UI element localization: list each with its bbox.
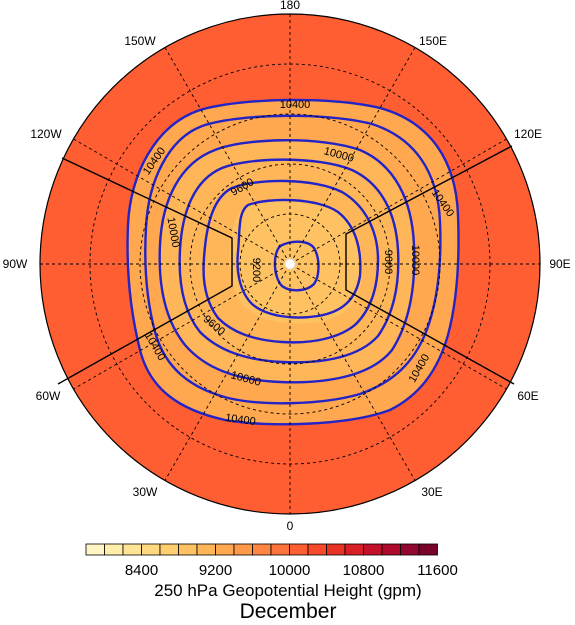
colorbar-swatch	[252, 543, 272, 556]
colorbar-swatch	[400, 543, 420, 556]
contour-label: 9600	[382, 250, 394, 274]
sector-boundary-west	[57, 157, 233, 385]
colorbar-swatch	[104, 543, 124, 556]
sector-boundaries	[57, 145, 515, 385]
lon-label-120w: 120W	[30, 127, 62, 141]
colorbar-swatch	[381, 543, 401, 556]
colorbar-swatch	[141, 543, 161, 556]
meridian-line	[164, 47, 416, 481]
map-outline	[39, 13, 541, 515]
colorbar-tick-label: 10800	[343, 562, 385, 579]
lon-label-150w: 150W	[124, 34, 156, 48]
figure-title: 250 hPa Geopotential Height (gpm)	[154, 581, 421, 600]
lon-label-60e: 60E	[517, 389, 538, 403]
colorbar-swatch	[270, 543, 290, 556]
colorbar-swatch	[122, 543, 142, 556]
colorbar-swatch	[344, 543, 364, 556]
colorbar-swatch	[307, 543, 327, 556]
colorbar-swatch	[233, 543, 253, 556]
contour-9200	[273, 240, 320, 292]
contour-lines	[126, 98, 460, 426]
contour-9800	[178, 158, 400, 364]
colorbar-swatch	[326, 543, 346, 556]
colorbar-swatch	[85, 543, 105, 556]
lon-label-150e: 150E	[419, 34, 447, 48]
contour-10400	[126, 98, 460, 426]
meridian-line	[73, 138, 507, 390]
colorbar-swatch	[289, 543, 309, 556]
lon-label-90w: 90W	[3, 257, 28, 271]
lon-label-0: 0	[287, 519, 294, 533]
latitude-circle	[139, 113, 441, 415]
contour-9600	[202, 179, 380, 344]
contour-10200	[144, 114, 442, 405]
meridians	[40, 14, 540, 514]
colorbar-swatch	[418, 543, 438, 556]
colorbar-tick-label: 10000	[269, 562, 311, 579]
contour-label: 10400	[224, 412, 256, 428]
sector-boundary-east	[345, 145, 515, 385]
fill-region-center	[229, 199, 363, 324]
meridian-line	[73, 138, 507, 390]
contour-label: 9200	[250, 258, 262, 282]
colorbar-tick-label: 9200	[199, 562, 232, 579]
figure-subtitle: December	[240, 600, 337, 623]
colorbar-tick-labels: 8400 9200 10000 10800 11600	[125, 562, 458, 579]
lon-label-180: 180	[280, 0, 300, 12]
colorbar-swatch	[196, 543, 216, 556]
lon-label-60w: 60W	[36, 389, 61, 403]
meridian-line	[164, 47, 416, 481]
contour-label: 10000	[409, 245, 421, 276]
colorbar-tick-label: 11600	[417, 562, 458, 579]
lon-label-30w: 30W	[133, 485, 158, 499]
colorbar-swatch	[159, 543, 179, 556]
contour-label: 10000	[164, 216, 181, 248]
lon-label-30e: 30E	[421, 485, 442, 499]
colorbar-swatch	[178, 543, 198, 556]
colorbar-swatch	[215, 543, 235, 556]
contour-label: 10400	[280, 99, 311, 111]
contour-10000	[158, 139, 416, 384]
longitude-labels: 180 150W 150E 120W 120E 90W 90E 60W 60E …	[3, 0, 571, 533]
lon-label-120e: 120E	[514, 127, 542, 141]
contour-9400	[236, 198, 362, 319]
lon-label-90e: 90E	[549, 257, 570, 271]
pole-marker	[284, 258, 296, 270]
colorbar	[85, 543, 438, 556]
colorbar-tick-label: 8400	[125, 562, 158, 579]
colorbar-swatch	[363, 543, 383, 556]
